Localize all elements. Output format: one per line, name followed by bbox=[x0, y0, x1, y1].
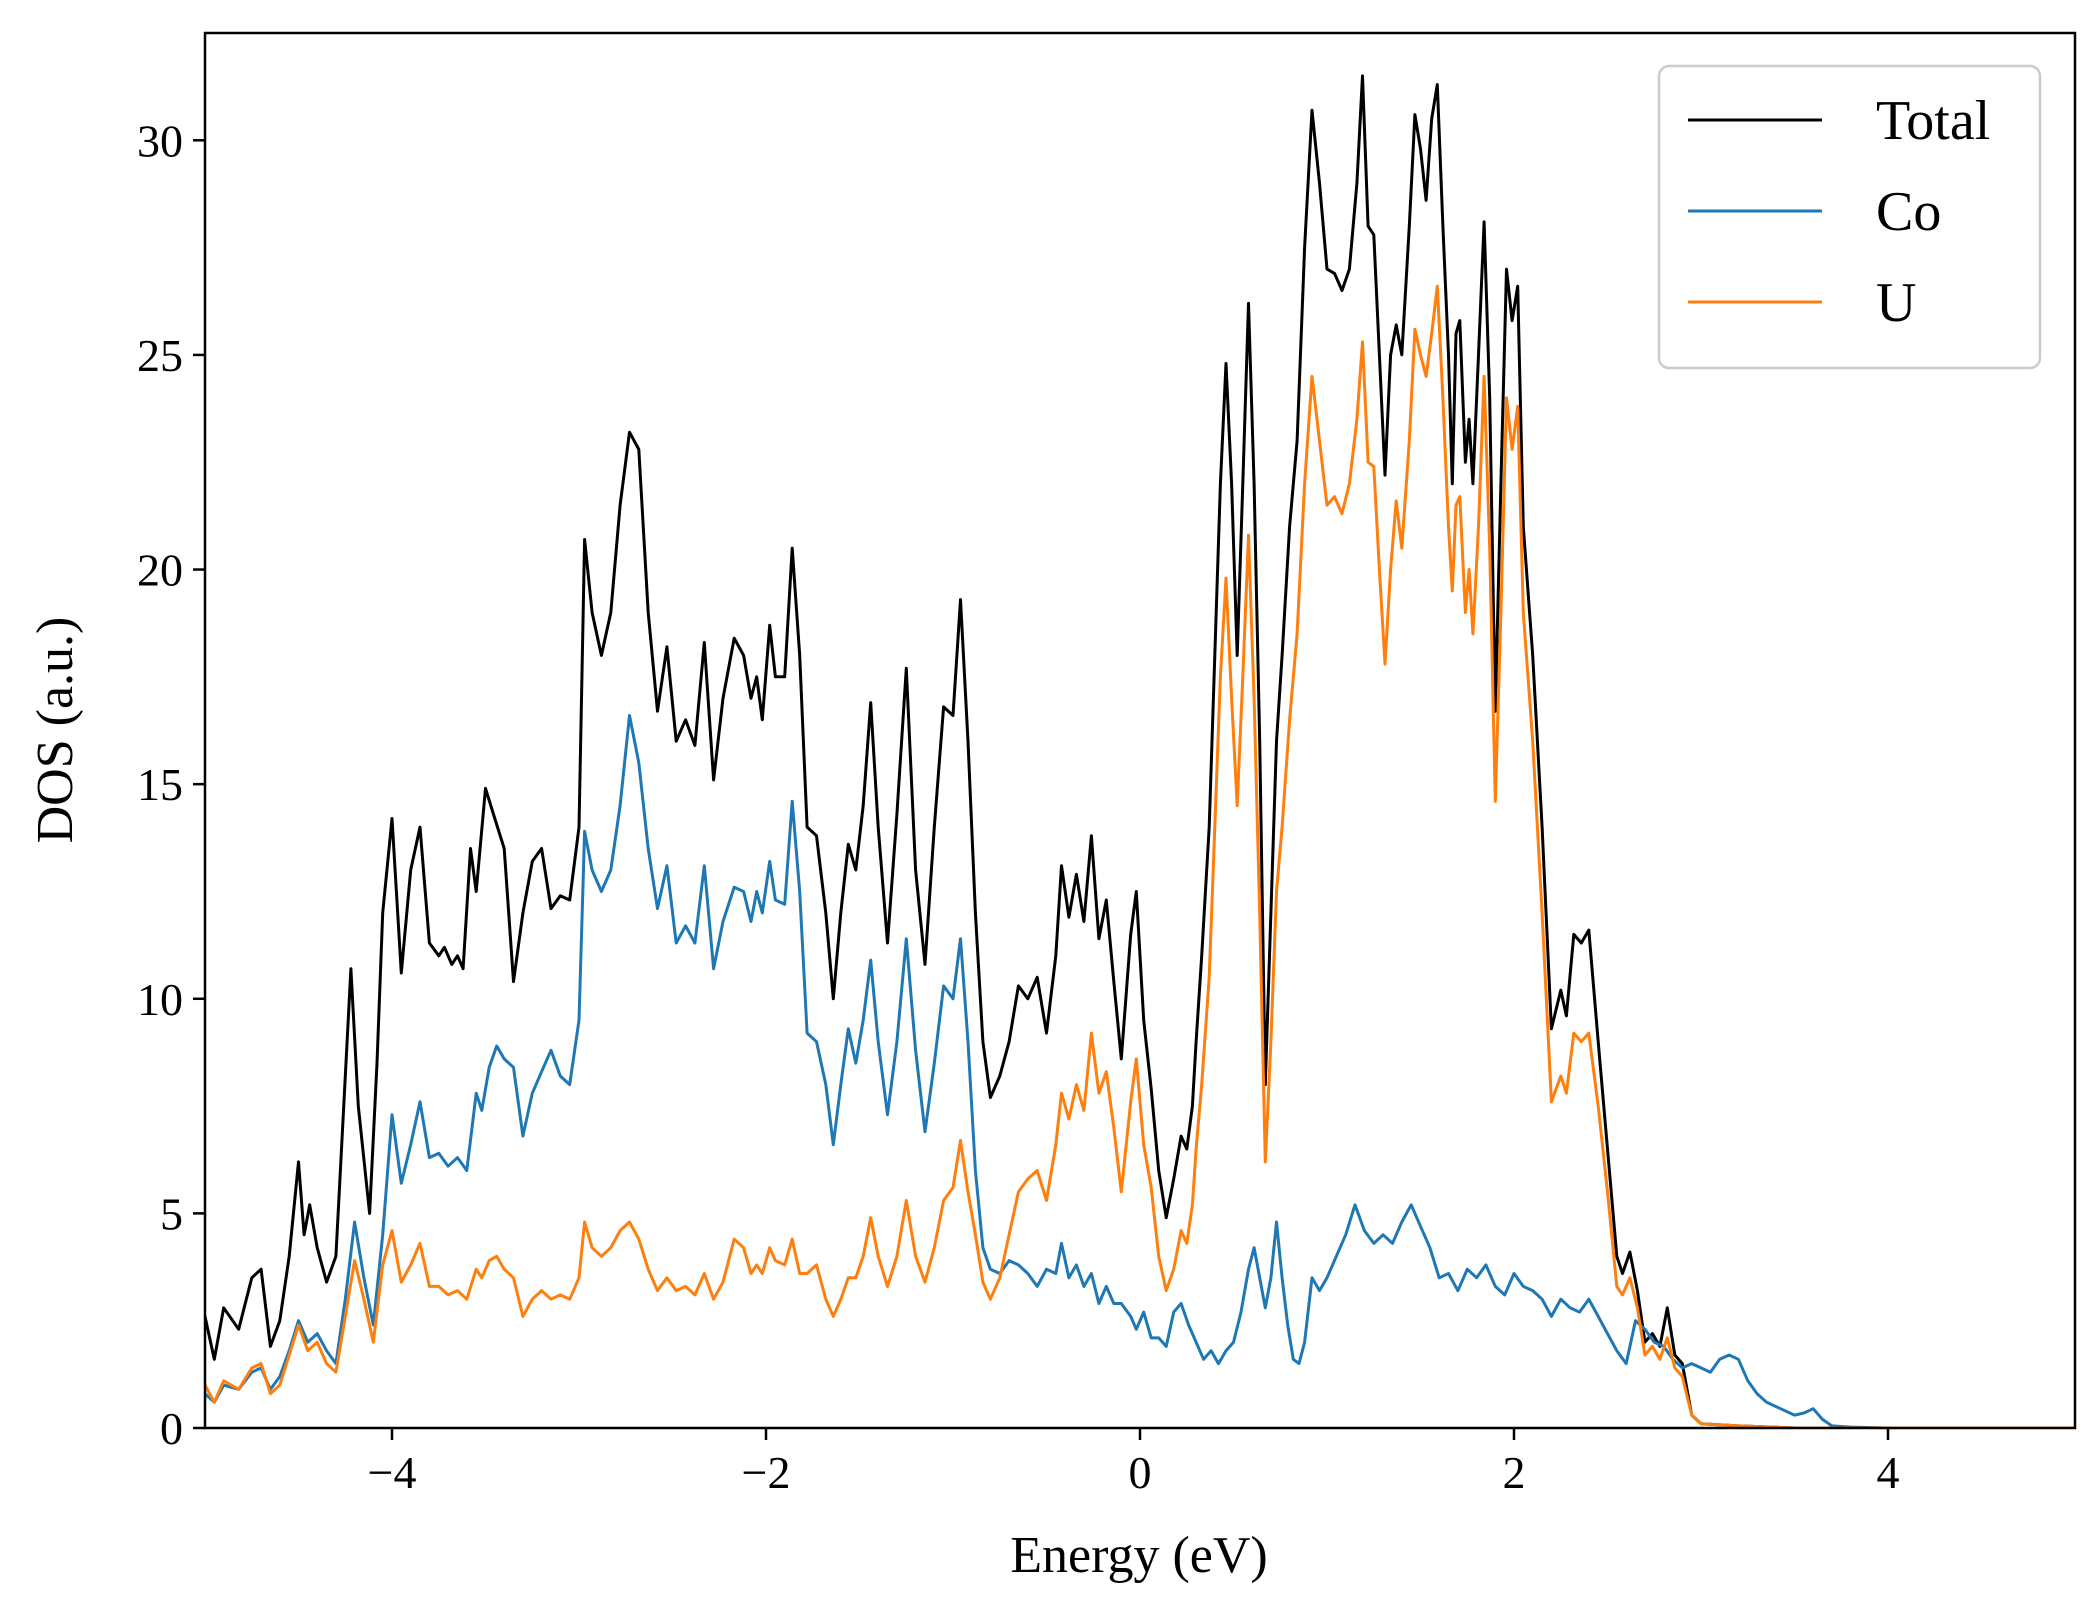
x-axis-label: Energy (eV) bbox=[1010, 1527, 1268, 1584]
y-tick-label: 20 bbox=[137, 545, 183, 596]
y-tick-label: 10 bbox=[137, 974, 183, 1025]
legend-label-u: U bbox=[1876, 272, 1916, 334]
y-tick-label: 15 bbox=[137, 759, 183, 810]
y-axis: 0 5 10 15 20 25 30 bbox=[137, 115, 205, 1454]
series-group bbox=[205, 74, 2075, 1428]
legend-label-total: Total bbox=[1876, 90, 1990, 152]
x-axis: −4 −2 0 2 4 bbox=[368, 1428, 1900, 1498]
y-tick-label: 5 bbox=[160, 1188, 183, 1239]
y-tick-label: 30 bbox=[137, 115, 183, 166]
x-tick-label: −4 bbox=[368, 1447, 417, 1498]
y-tick-label: 0 bbox=[160, 1403, 183, 1454]
legend-box bbox=[1657, 64, 2042, 370]
x-tick-label: −2 bbox=[742, 1447, 791, 1498]
legend: Total Co U bbox=[1657, 64, 2042, 370]
x-tick-label: 4 bbox=[1877, 1447, 1900, 1498]
series-line-u bbox=[205, 284, 2075, 1428]
x-tick-label: 2 bbox=[1503, 1447, 1526, 1498]
series-line-total bbox=[205, 74, 2075, 1428]
legend-label-co: Co bbox=[1876, 181, 1941, 243]
y-tick-label: 25 bbox=[137, 330, 183, 381]
x-tick-label: 0 bbox=[1129, 1447, 1152, 1498]
y-axis-label: DOS (a.u.) bbox=[27, 617, 84, 844]
series-line-co bbox=[205, 714, 2075, 1428]
